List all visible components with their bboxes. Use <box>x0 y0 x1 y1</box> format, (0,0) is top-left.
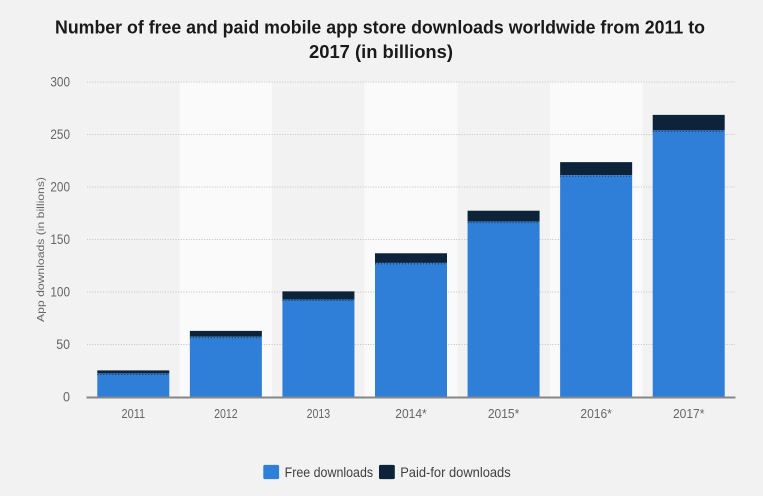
svg-text:2012: 2012 <box>214 406 238 421</box>
svg-text:2017 (in billions): 2017 (in billions) <box>309 42 453 62</box>
svg-text:Paid-for downloads: Paid-for downloads <box>400 465 511 480</box>
svg-text:2013: 2013 <box>307 406 331 421</box>
svg-text:250: 250 <box>50 126 70 142</box>
svg-text:2015*: 2015* <box>488 406 520 421</box>
svg-text:300: 300 <box>50 74 70 90</box>
svg-text:Number of free and paid mobile: Number of free and paid mobile app store… <box>55 17 705 37</box>
svg-text:100: 100 <box>50 284 70 300</box>
svg-text:Free downloads: Free downloads <box>285 465 374 480</box>
svg-text:2011: 2011 <box>122 406 146 421</box>
svg-text:2017*: 2017* <box>673 406 705 421</box>
svg-text:App downloads (in billions): App downloads (in billions) <box>36 177 47 322</box>
svg-text:2016*: 2016* <box>580 406 612 421</box>
svg-text:0: 0 <box>63 389 70 405</box>
svg-text:2014*: 2014* <box>395 406 427 421</box>
svg-text:150: 150 <box>50 231 70 247</box>
svg-text:200: 200 <box>50 179 70 195</box>
svg-text:50: 50 <box>56 336 70 352</box>
